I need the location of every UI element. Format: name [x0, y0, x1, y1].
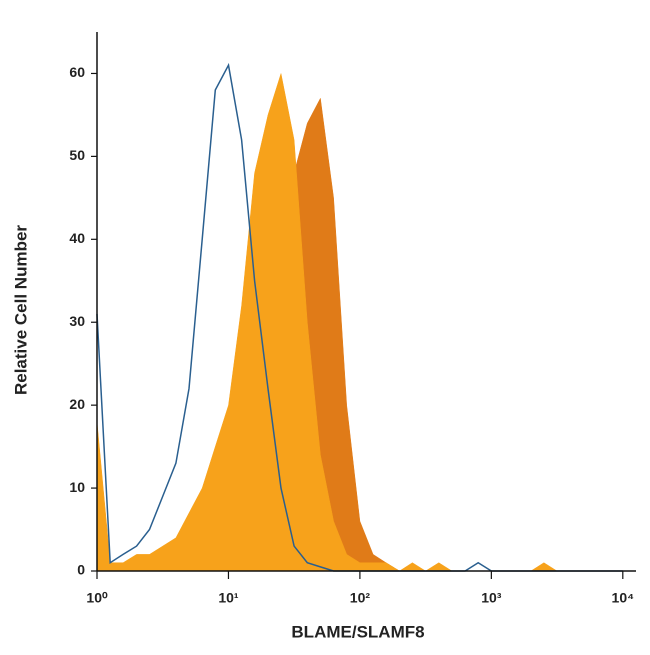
y-tick-label: 10 — [69, 479, 85, 495]
x-tick-label: 10² — [350, 590, 371, 606]
area — [97, 97, 623, 572]
x-tick-label: 10³ — [481, 590, 502, 606]
y-axis-label: Relative Cell Number — [11, 225, 30, 395]
x-tick-label: 10⁴ — [612, 590, 635, 606]
area — [96, 73, 623, 572]
y-tick-label: 40 — [69, 230, 85, 246]
line — [96, 62, 623, 572]
x-axis-label: BLAME/SLAMF8 — [291, 622, 424, 641]
y-tick-label: 50 — [69, 147, 85, 163]
y-tick-label: 20 — [69, 396, 85, 412]
x-tick-label: 10¹ — [218, 590, 239, 606]
x-tick-label: 10⁰ — [86, 590, 108, 606]
y-tick-label: 60 — [69, 64, 85, 80]
y-tick-label: 30 — [69, 313, 85, 329]
y-tick-label: 0 — [77, 562, 85, 578]
